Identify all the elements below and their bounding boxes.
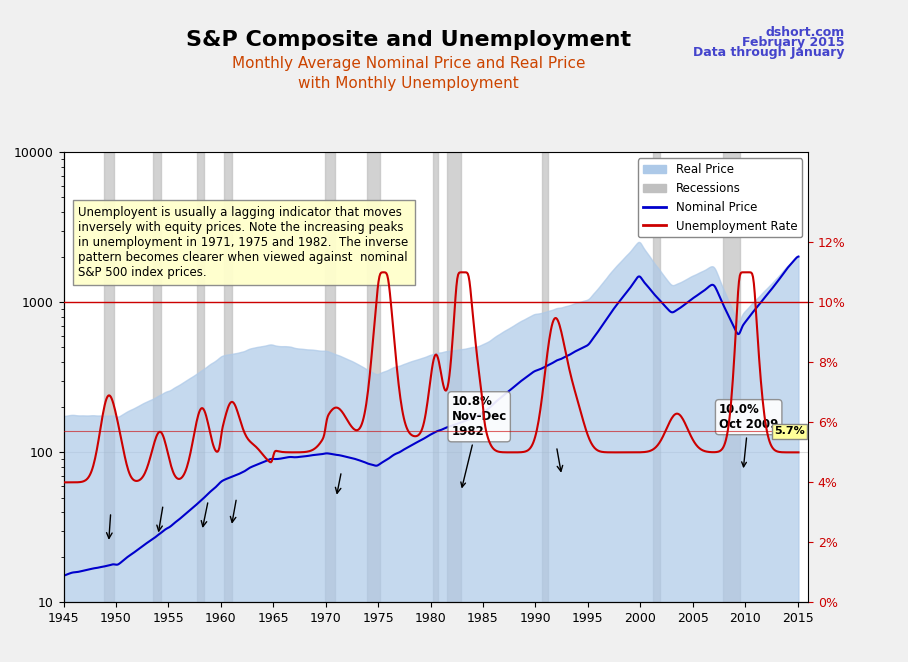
Text: February 2015: February 2015	[742, 36, 844, 50]
Nominal Price	[58, 571, 69, 579]
Bar	[367, 152, 380, 602]
Text: Unemployent is usually a lagging indicator that moves
inversely with equity pric: Unemployent is usually a lagging indicat…	[78, 207, 409, 279]
Text: Data through January: Data through January	[693, 46, 844, 60]
Bar	[448, 152, 461, 602]
Bar	[104, 152, 114, 602]
Text: Monthly Average Nominal Price and Real Price: Monthly Average Nominal Price and Real P…	[232, 56, 586, 71]
Unemployment Rate	[793, 448, 804, 456]
Unemployment Rate	[684, 428, 695, 436]
Bar	[433, 152, 438, 602]
Line: Nominal Price: Nominal Price	[64, 257, 798, 575]
Text: 10.0%
Oct 2009: 10.0% Oct 2009	[719, 403, 778, 467]
Nominal Price	[793, 253, 804, 261]
Unemployment Rate	[457, 268, 468, 276]
Text: with Monthly Unemployment: with Monthly Unemployment	[298, 76, 519, 91]
Unemployment Rate	[58, 479, 69, 487]
Text: S&P Composite and Unemployment: S&P Composite and Unemployment	[186, 30, 631, 50]
Unemployment Rate	[577, 414, 587, 422]
Unemployment Rate	[647, 446, 658, 453]
Unemployment Rate	[407, 432, 418, 440]
Bar	[723, 152, 740, 602]
Text: 5.7%: 5.7%	[775, 426, 805, 436]
Bar	[197, 152, 204, 602]
Text: dshort.com: dshort.com	[765, 26, 844, 40]
Nominal Price	[251, 461, 262, 469]
Bar	[653, 152, 660, 602]
Unemployment Rate	[596, 448, 607, 455]
Nominal Price	[576, 344, 587, 352]
Bar	[153, 152, 161, 602]
Bar	[224, 152, 232, 602]
Bar	[325, 152, 335, 602]
Nominal Price	[646, 288, 657, 296]
Nominal Price	[595, 325, 606, 333]
Nominal Price	[683, 298, 694, 306]
Unemployment Rate	[251, 443, 262, 451]
Text: 10.8%
Nov-Dec
1982: 10.8% Nov-Dec 1982	[451, 395, 507, 487]
Nominal Price	[407, 440, 418, 448]
Line: Unemployment Rate: Unemployment Rate	[64, 272, 798, 483]
Legend: Real Price, Recessions, Nominal Price, Unemployment Rate: Real Price, Recessions, Nominal Price, U…	[638, 158, 802, 237]
Bar	[542, 152, 548, 602]
